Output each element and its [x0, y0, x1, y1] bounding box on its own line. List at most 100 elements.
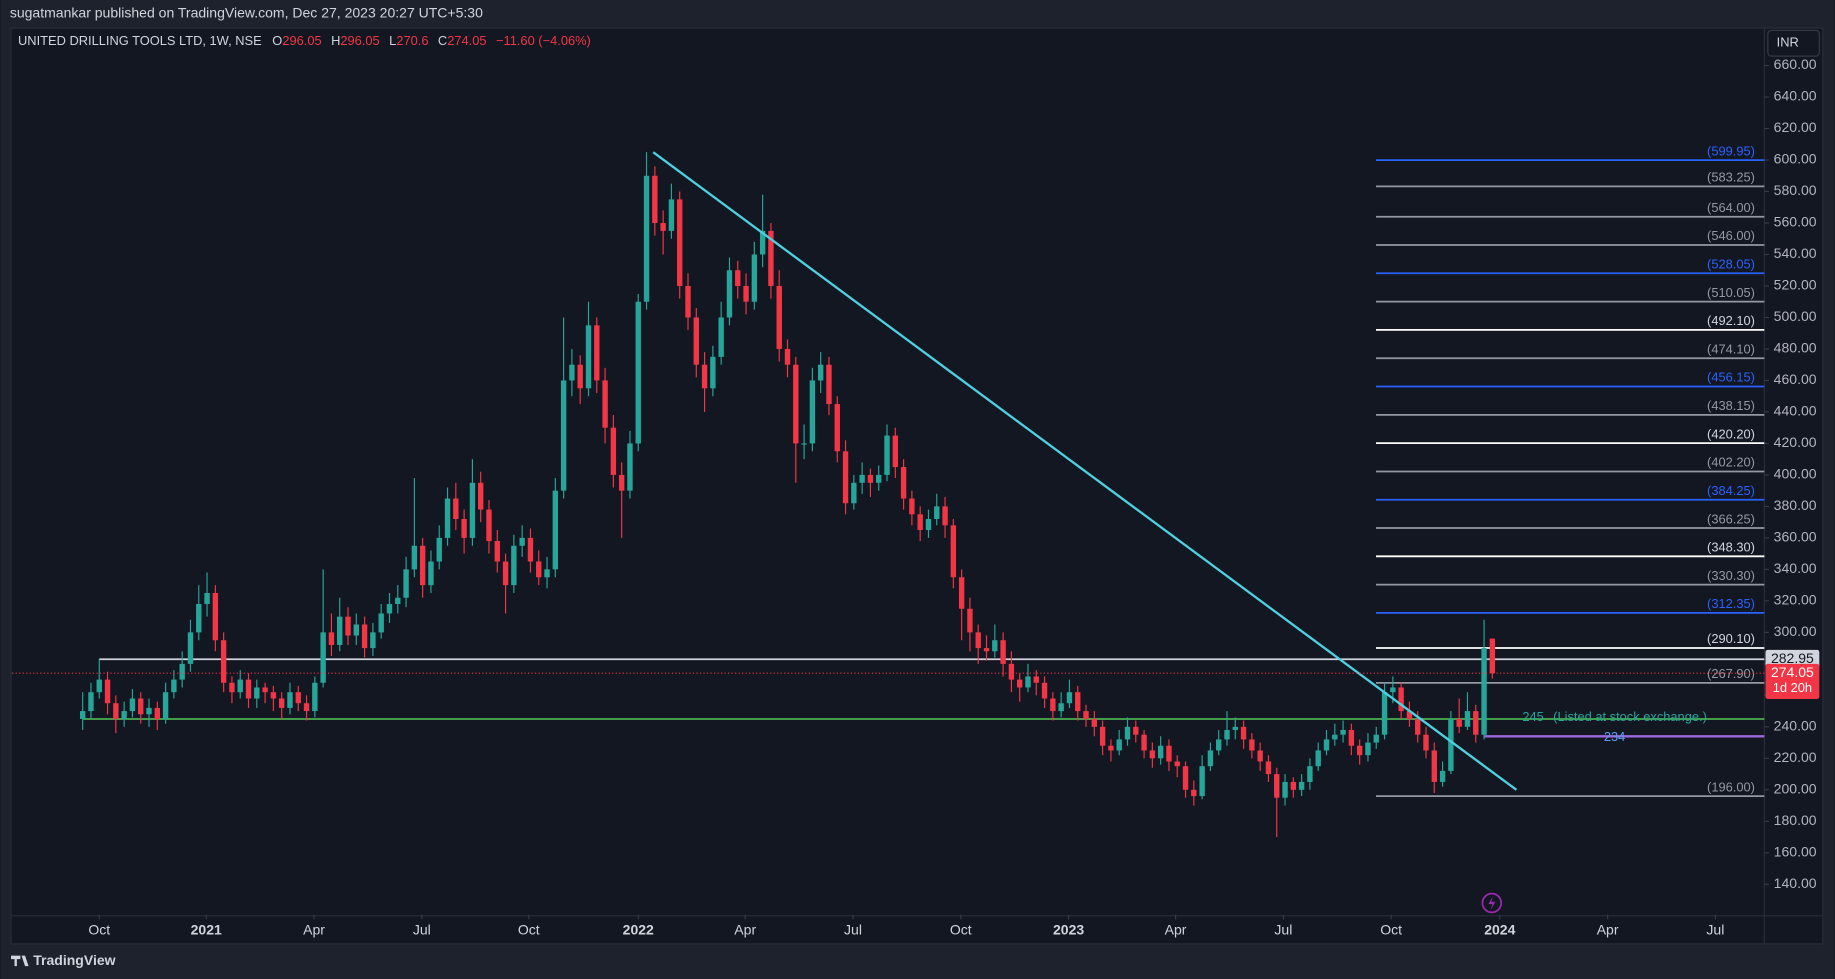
- events-icon[interactable]: [1481, 892, 1503, 914]
- candle-body: [1315, 750, 1321, 767]
- candle-body: [461, 518, 467, 538]
- candle-body: [1348, 729, 1355, 746]
- candle-body: [1456, 718, 1462, 727]
- candle-body: [718, 317, 724, 357]
- ohlc-value: 274.05: [447, 33, 486, 48]
- x-tick-label: Apr: [1165, 922, 1187, 938]
- level-label: (420.20): [1707, 426, 1755, 441]
- candle-body: [585, 325, 592, 389]
- candle-body: [1240, 726, 1247, 740]
- candle-body: [1448, 718, 1454, 771]
- candle-body: [842, 451, 849, 504]
- candle-body: [643, 175, 650, 302]
- y-tick-label: 240.00: [1774, 718, 1817, 734]
- level-label: (583.25): [1707, 170, 1755, 185]
- x-tick-label: 2021: [191, 922, 222, 938]
- level-label: (348.30): [1707, 540, 1755, 555]
- candle-body: [1207, 750, 1214, 767]
- candle-body: [1489, 638, 1496, 674]
- candle-body: [1249, 739, 1255, 751]
- candle-body: [295, 692, 301, 704]
- candle-body: [1481, 648, 1487, 735]
- candle-body: [610, 427, 617, 475]
- x-tick-label: Apr: [303, 922, 325, 938]
- ohlc-key: C: [438, 33, 447, 48]
- candle-body: [395, 597, 401, 605]
- candle-body: [386, 604, 393, 614]
- candle-body: [884, 435, 890, 475]
- level-label: (528.05): [1707, 257, 1755, 272]
- level-label: (492.10): [1707, 313, 1755, 328]
- x-tick-label: 2024: [1484, 922, 1515, 938]
- currency-button[interactable]: [1767, 29, 1820, 57]
- level-label: (312.35): [1707, 596, 1755, 611]
- candle-body: [370, 632, 376, 649]
- candle-body: [1298, 781, 1305, 790]
- candle-body: [859, 474, 865, 483]
- candle-body: [552, 490, 559, 570]
- candle-body: [618, 474, 625, 491]
- y-tick-label: 180.00: [1774, 812, 1817, 828]
- y-tick-label: 500.00: [1774, 308, 1817, 324]
- y-tick-label: 540.00: [1774, 245, 1817, 261]
- candle-body: [527, 537, 534, 562]
- candle-body: [1149, 750, 1156, 759]
- candle-body: [735, 270, 741, 286]
- candle-body: [983, 648, 990, 652]
- level-label: (290.10): [1707, 631, 1755, 646]
- currency: INR: [1777, 35, 1799, 50]
- candle-body: [1356, 745, 1363, 756]
- brand-logo: [11, 955, 29, 967]
- candle-body: [992, 640, 998, 652]
- candle-body: [1050, 698, 1056, 712]
- candle-body: [1108, 745, 1114, 751]
- candle-body: [337, 616, 343, 645]
- candle-body: [942, 506, 948, 526]
- candle-body: [162, 692, 169, 719]
- candle-body: [900, 467, 907, 499]
- level-label: (456.15): [1707, 370, 1755, 385]
- x-tick-label: 2023: [1053, 922, 1084, 938]
- y-tick-label: 320.00: [1774, 592, 1817, 608]
- candle-body: [751, 254, 758, 302]
- candle-body: [1431, 750, 1437, 782]
- candle-body: [1141, 734, 1147, 751]
- y-tick-label: 580.00: [1774, 182, 1817, 198]
- candle-body: [1199, 766, 1205, 797]
- candle-body: [602, 380, 608, 428]
- x-tick-label: Jul: [844, 922, 862, 938]
- candle-body: [1232, 726, 1238, 730]
- candle-body: [220, 640, 227, 683]
- candle-body: [1257, 750, 1263, 762]
- candle-body: [138, 698, 144, 715]
- y-tick-label: 440.00: [1774, 403, 1817, 419]
- candle-body: [1390, 687, 1396, 693]
- candle-body: [876, 474, 882, 483]
- candle-body: [278, 698, 285, 708]
- y-tick-label: 620.00: [1774, 119, 1817, 135]
- level-label: (546.00): [1707, 228, 1755, 243]
- x-tick-label: Apr: [1597, 922, 1619, 938]
- listing-note: (Listed at stock exchange.): [1553, 709, 1707, 724]
- candle-body: [776, 285, 782, 349]
- candle-body: [1406, 711, 1413, 719]
- candle-body: [328, 632, 335, 645]
- candle-body: [1133, 726, 1139, 735]
- y-tick-label: 340.00: [1774, 560, 1817, 576]
- candle-body: [1025, 676, 1031, 688]
- listing-value: 245: [1522, 709, 1543, 724]
- candle-body: [685, 285, 691, 318]
- level-label: (402.20): [1707, 455, 1755, 470]
- candle-body: [1340, 729, 1346, 735]
- candle-body: [1157, 745, 1164, 759]
- x-tick-label: Oct: [88, 922, 110, 938]
- candle-body: [1415, 718, 1421, 735]
- candle-body: [801, 443, 807, 445]
- candle-body: [361, 624, 368, 649]
- candle-body: [1290, 781, 1297, 790]
- level-label: (438.15): [1707, 398, 1755, 413]
- candle-body: [1381, 692, 1388, 735]
- ohlc-value: 270.6: [396, 33, 428, 48]
- candle-body: [179, 663, 185, 680]
- x-tick-label: 2022: [623, 922, 654, 938]
